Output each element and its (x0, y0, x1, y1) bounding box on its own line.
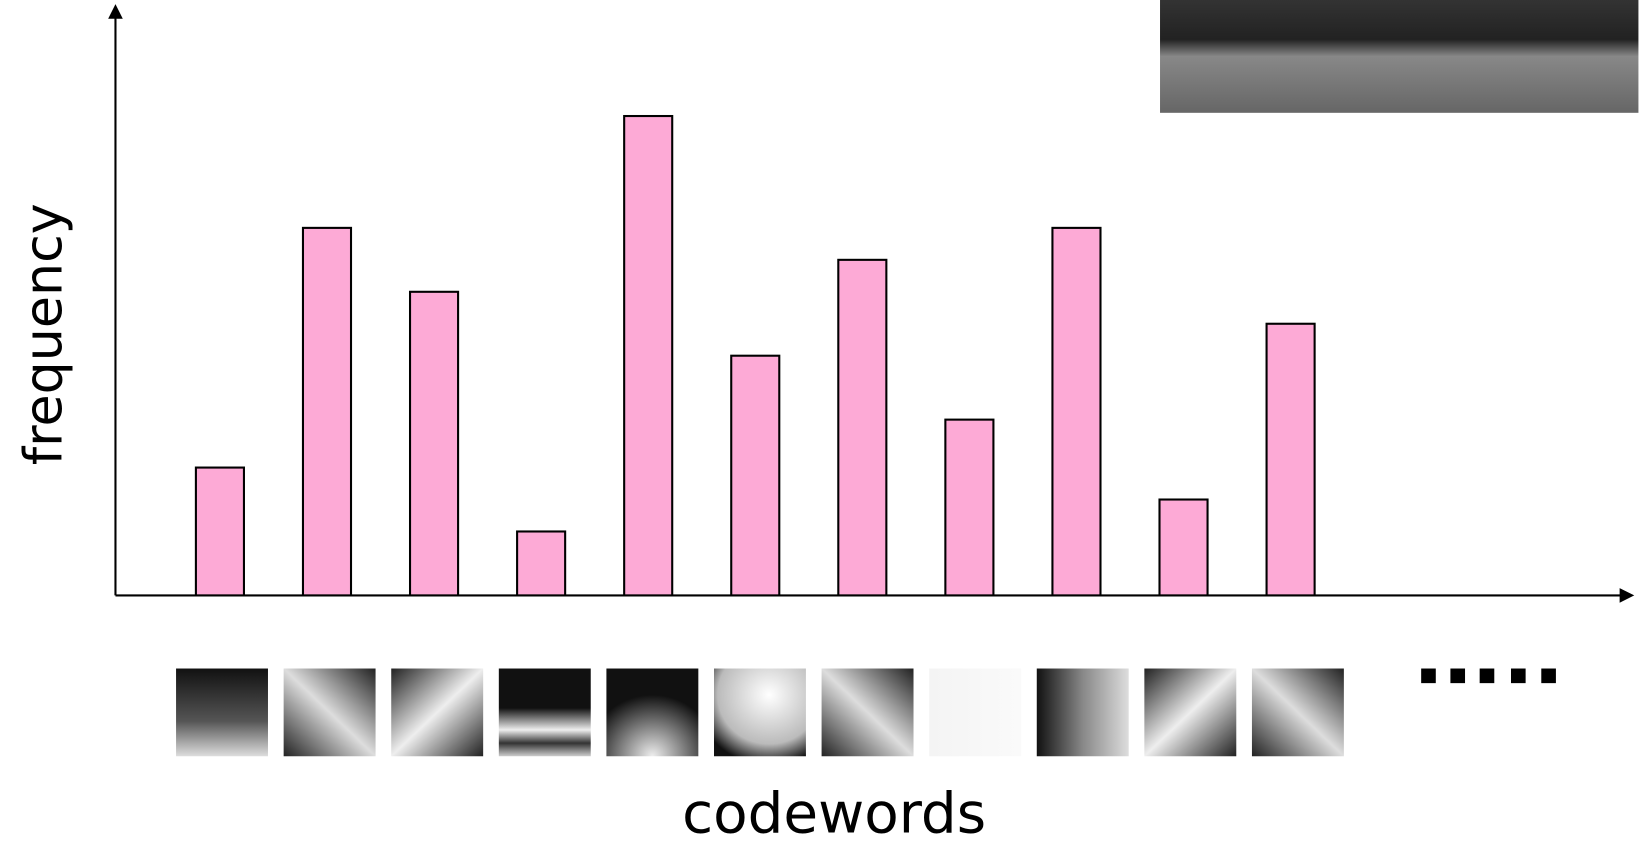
ellipsis (1421, 669, 1556, 684)
bar (303, 228, 351, 596)
bar (1160, 500, 1208, 596)
page: {"chart_data": {"type": "bar", "y_label"… (0, 0, 1639, 844)
bar (624, 116, 672, 595)
x-axis-arrow (1620, 588, 1635, 603)
bar (1052, 228, 1100, 596)
chart: frequency codewords (0, 0, 1639, 844)
codeword-patch (1037, 669, 1129, 757)
codeword-patch (499, 669, 591, 757)
photo (1160, 0, 1638, 113)
x-axis-label: codewords (682, 781, 986, 844)
codeword-patch (284, 669, 376, 757)
codeword-patch (1144, 669, 1236, 757)
codeword-patch (1252, 669, 1344, 757)
codeword-patch (391, 669, 483, 757)
y-axis-arrow (108, 4, 123, 19)
bar (838, 260, 886, 596)
bar (196, 468, 244, 596)
bar (1267, 324, 1315, 596)
codeword-patch (929, 669, 1021, 757)
codeword-patch (176, 669, 268, 757)
codeword-patch (606, 669, 698, 757)
bar (410, 292, 458, 596)
bar (731, 356, 779, 596)
y-axis-label: frequency (15, 203, 75, 465)
bar (517, 531, 565, 595)
codeword-patch (822, 669, 914, 757)
codeword-patch (714, 669, 806, 757)
bar (945, 420, 993, 596)
